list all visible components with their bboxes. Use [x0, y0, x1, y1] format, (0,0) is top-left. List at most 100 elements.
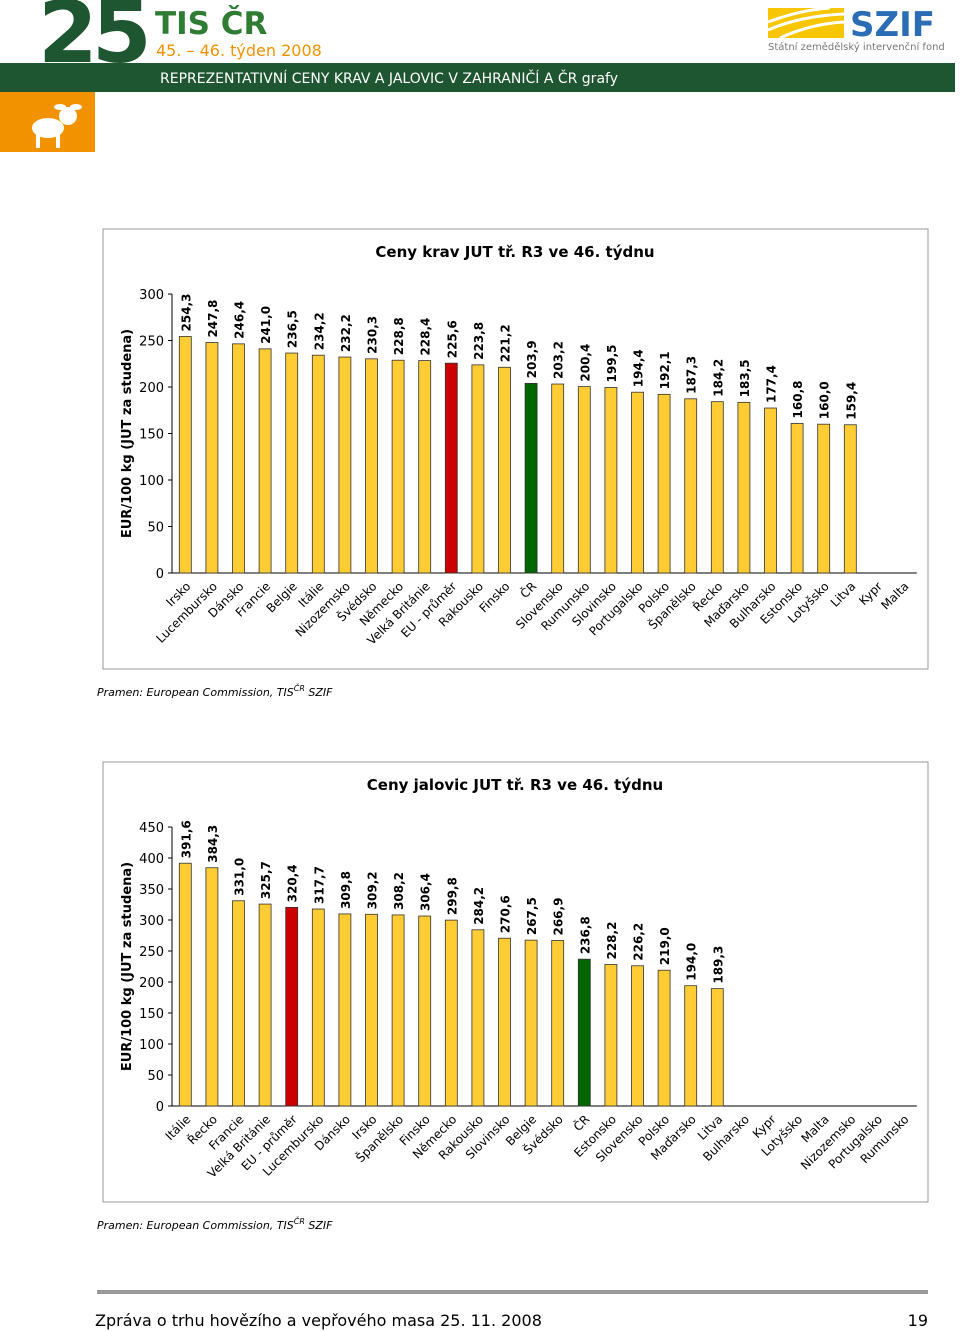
value-label: 299,8: [445, 877, 459, 915]
source-sup: ČR: [294, 1215, 305, 1226]
cow-icon: [32, 104, 82, 148]
value-label: 317,7: [312, 866, 326, 904]
value-label: 159,4: [844, 382, 858, 420]
bar: [551, 383, 565, 574]
value-label: 203,9: [525, 340, 539, 378]
value-label: 267,5: [525, 897, 539, 935]
y-tick-label: 300: [139, 288, 164, 303]
value-label: 270,6: [499, 895, 513, 933]
bar: [524, 382, 538, 574]
y-tick-label: 50: [147, 521, 164, 536]
bar: [338, 913, 352, 1107]
source-sup: ČR: [294, 682, 305, 693]
bar: [471, 364, 485, 574]
bar: [471, 929, 485, 1107]
y-tick-label: 400: [139, 852, 164, 867]
source-text: Pramen: European Commission, TIS: [97, 1219, 294, 1232]
value-label: 325,7: [259, 861, 273, 899]
bar: [444, 919, 458, 1107]
value-label: 247,8: [206, 300, 220, 338]
value-label: 246,4: [233, 301, 247, 339]
value-label: 306,4: [419, 873, 433, 911]
bar: [524, 939, 538, 1107]
bar: [604, 964, 618, 1107]
bar: [391, 914, 405, 1107]
value-label: 219,0: [658, 927, 672, 965]
bar: [338, 356, 352, 574]
value-label: 384,3: [206, 825, 220, 863]
y-tick-label: 350: [139, 883, 164, 898]
value-label: 177,4: [765, 365, 779, 403]
value-label: 228,4: [419, 318, 433, 356]
bar: [178, 862, 192, 1107]
y-tick-label: 0: [156, 567, 164, 582]
bar: [178, 336, 192, 574]
bar: [311, 354, 325, 574]
banner: [0, 63, 955, 92]
bar: [551, 940, 565, 1107]
bar: [258, 348, 272, 574]
bar: [285, 352, 299, 574]
banner-text: REPREZENTATIVNÍ CENY KRAV A JALOVIC V ZA…: [160, 69, 618, 87]
value-label: 308,2: [392, 872, 406, 910]
bar: [498, 366, 511, 574]
source: Pramen: European Commission, TISČR SZIF: [97, 1215, 333, 1232]
value-label: 225,6: [445, 320, 459, 358]
value-label: 309,2: [366, 871, 380, 909]
bar: [418, 360, 432, 574]
value-label: 284,2: [472, 887, 486, 925]
bar: [631, 391, 644, 574]
value-label: 309,8: [339, 871, 353, 909]
y-tick-label: 200: [139, 976, 164, 991]
y-tick-label: 50: [147, 1069, 164, 1084]
value-label: 391,6: [179, 820, 193, 858]
bar: [843, 424, 857, 574]
bar: [365, 913, 378, 1107]
logo: SZIF: [850, 5, 935, 45]
chart-title: Ceny krav JUT tř. R3 ve 46. týdnu: [375, 243, 654, 261]
bar: [710, 401, 724, 574]
value-label: 236,5: [286, 310, 300, 348]
bar: [684, 398, 698, 574]
value-label: 223,8: [472, 322, 486, 360]
bar: [657, 393, 671, 574]
week: 45. – 46. týden 2008: [156, 41, 322, 60]
footer-rule: [97, 1290, 928, 1294]
bar: [577, 958, 591, 1107]
y-tick-label: 200: [139, 381, 164, 396]
value-label: 241,0: [259, 306, 273, 344]
bar: [444, 362, 458, 574]
bar: [604, 387, 618, 574]
bar: [285, 906, 299, 1107]
y-tick-label: 250: [139, 335, 164, 350]
bar: [418, 915, 432, 1107]
bar: [684, 985, 698, 1107]
bar: [577, 386, 591, 574]
y-tick-label: 150: [139, 1007, 164, 1022]
value-label: 266,9: [552, 898, 566, 936]
value-label: 230,3: [366, 316, 380, 354]
value-label: 160,8: [791, 380, 805, 418]
y-tick-label: 150: [139, 428, 164, 443]
value-label: 331,0: [233, 858, 247, 896]
value-label: 234,2: [312, 312, 326, 350]
bar: [365, 358, 378, 574]
value-label: 200,4: [578, 344, 592, 382]
bar: [311, 908, 325, 1107]
value-label: 160,0: [818, 381, 832, 419]
source: Pramen: European Commission, TISČR SZIF: [97, 682, 333, 699]
bar: [258, 903, 272, 1107]
bar: [205, 867, 219, 1107]
value-label: 228,8: [392, 317, 406, 355]
value-label: 189,3: [711, 946, 725, 984]
y-tick-label: 450: [139, 821, 164, 836]
value-label: 194,0: [685, 943, 699, 981]
page-number: 19: [908, 1311, 928, 1330]
value-label: 254,3: [179, 294, 193, 332]
bar: [710, 988, 724, 1107]
bar: [631, 965, 644, 1107]
value-label: 194,4: [632, 349, 646, 387]
value-label: 199,5: [605, 344, 619, 382]
